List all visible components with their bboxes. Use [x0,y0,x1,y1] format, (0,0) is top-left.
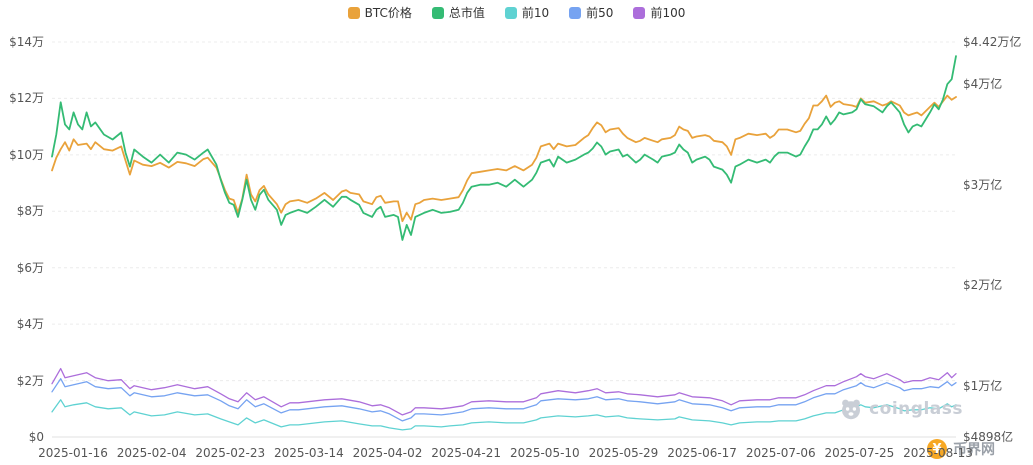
x-axis-label: 2025-04-21 [431,446,502,460]
legend-item-总市值[interactable]: 总市值 [431,6,485,20]
legend-swatch-icon [431,7,444,19]
x-axis-label: 2025-04-02 [352,446,423,460]
x-axis-label: 2025-06-17 [667,446,737,460]
legend-label: 前10 [521,6,550,20]
legend-item-前50[interactable]: 前50 [569,6,613,20]
y-axis-left-label: $4万 [16,317,44,332]
series-line-BTC价格 [51,94,957,223]
y-axis-left-label: $6万 [16,260,44,275]
x-axis-label: 2025-02-04 [116,446,187,460]
y-axis-right-label: $4.42万亿 [963,35,1022,49]
coinglass-logo-icon [842,399,861,420]
coinglass-watermark-text: coinglass [869,399,963,419]
series-line-前10 [51,399,957,431]
legend-label: 前100 [650,6,686,20]
legend-swatch-icon [633,7,646,19]
y-axis-right-label: $2万亿 [963,278,1003,293]
y-axis-right-label: $4万亿 [963,77,1003,92]
bijie-watermark-text: 币界网 [953,442,995,458]
x-axis-label: 2025-03-14 [274,446,344,460]
x-axis-label: 2025-08-13 [903,446,973,460]
legend-swatch-icon [347,7,360,19]
series-line-前100 [51,367,957,416]
chart-legend: BTC价格 总市值 前10 前50 前100 [0,6,1033,20]
bijie-logo-icon: ¥ [927,439,947,459]
legend-label: 前50 [586,6,614,20]
x-axis-label: 2025-05-10 [509,446,580,460]
legend-label: BTC价格 [364,6,412,20]
series-line-前50 [51,378,957,422]
y-axis-right-label: $3万亿 [963,177,1003,192]
y-axis-left-label: $12万 [9,91,44,106]
y-axis-left-label: $2万 [16,373,44,388]
y-axis-left-label: $0 [28,430,44,444]
y-axis-right-label: $1万亿 [963,378,1003,393]
x-axis-label: 2025-07-06 [745,446,816,460]
legend-item-前100[interactable]: 前100 [633,6,685,20]
y-axis-left-label: $8万 [16,204,44,219]
legend-item-前10[interactable]: 前10 [504,6,550,20]
y-axis-right-label: $4898亿 [963,430,1014,444]
y-axis-left-label: $10万 [9,147,44,162]
x-axis-label: 2025-05-29 [588,446,659,460]
legend-swatch-icon [569,7,582,19]
coinglass-watermark: coinglass [839,397,963,421]
legend-label: 总市值 [448,6,485,20]
legend-item-BTC价格[interactable]: BTC价格 [347,6,412,20]
y-axis-left-label: $14万 [9,35,44,49]
x-axis-label: 2025-07-25 [824,446,895,460]
x-axis-label: 2025-02-23 [195,446,266,460]
bijie-watermark: ¥ 币界网 [927,439,995,459]
series-line-总市值 [51,55,957,241]
x-axis-label: 2025-01-16 [38,446,108,460]
legend-swatch-icon [504,7,517,19]
